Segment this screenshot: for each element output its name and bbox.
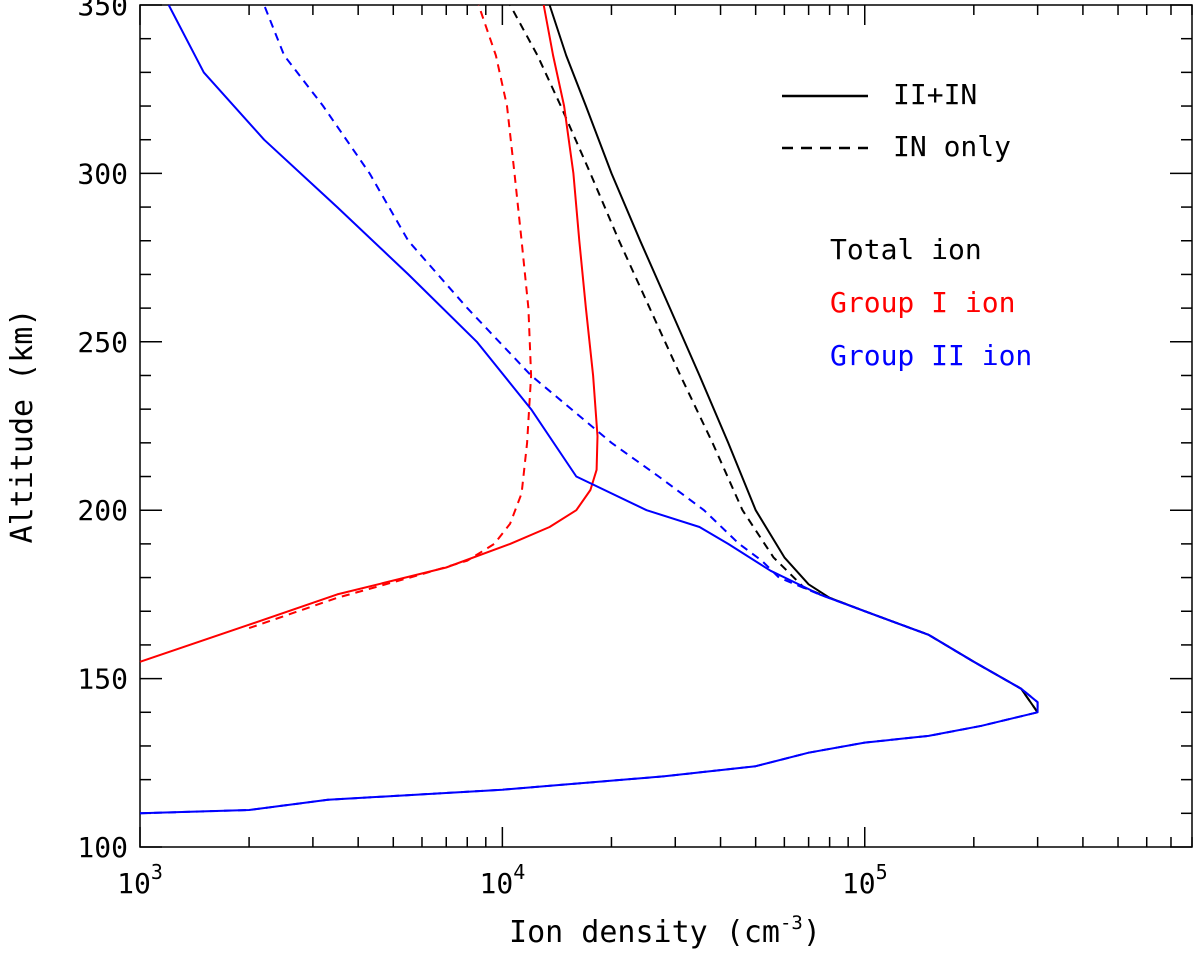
series-group-ii-ion-solid: [139, 4, 1039, 815]
x-tick-label-base: 10: [842, 867, 876, 900]
y-tick-label: 300: [77, 157, 128, 190]
legend-color-label: Group II ion: [830, 339, 1032, 372]
y-tick-label: 250: [77, 326, 128, 359]
x-tick-label-exponent: 3: [151, 860, 163, 884]
x-axis-title-exponent: -3: [780, 912, 803, 934]
x-axis-title-close: ): [803, 915, 821, 950]
y-tick-label: 150: [77, 663, 128, 696]
legend-line-label: IN only: [893, 130, 1011, 163]
x-axis-title-main: Ion density (cm: [509, 915, 780, 950]
y-tick-label: 200: [77, 494, 128, 527]
legend: II+IN IN only Total ion Group I ion Group II…: [782, 78, 1032, 372]
plot-frame: [139, 4, 1193, 848]
x-tick-label-base: 10: [479, 867, 513, 900]
x-tick-label-exponent: 4: [513, 860, 525, 884]
x-tick-label-base: 10: [117, 867, 151, 900]
series-group-ii-ion-dashed: [139, 4, 1039, 815]
legend-color-label: Group I ion: [830, 286, 1015, 319]
legend-color-label: Total ion: [830, 233, 982, 266]
y-tick-label: 350: [77, 0, 128, 22]
y-tick-label: 100: [77, 831, 128, 864]
legend-line-label: II+IN: [893, 78, 977, 111]
series-group-i-ion-dashed: [248, 4, 533, 630]
x-tick-label-exponent: 5: [876, 860, 888, 884]
x-tick-label: 105: [842, 860, 888, 900]
y-axis-title: Altitude (km): [5, 309, 40, 544]
series-layer: [139, 4, 1039, 815]
series-group-i-ion-solid: [139, 4, 599, 663]
x-tick-label: 104: [479, 860, 525, 900]
x-tick-label: 103: [117, 860, 163, 900]
x-axis-title: Ion density (cm-3): [509, 912, 821, 950]
